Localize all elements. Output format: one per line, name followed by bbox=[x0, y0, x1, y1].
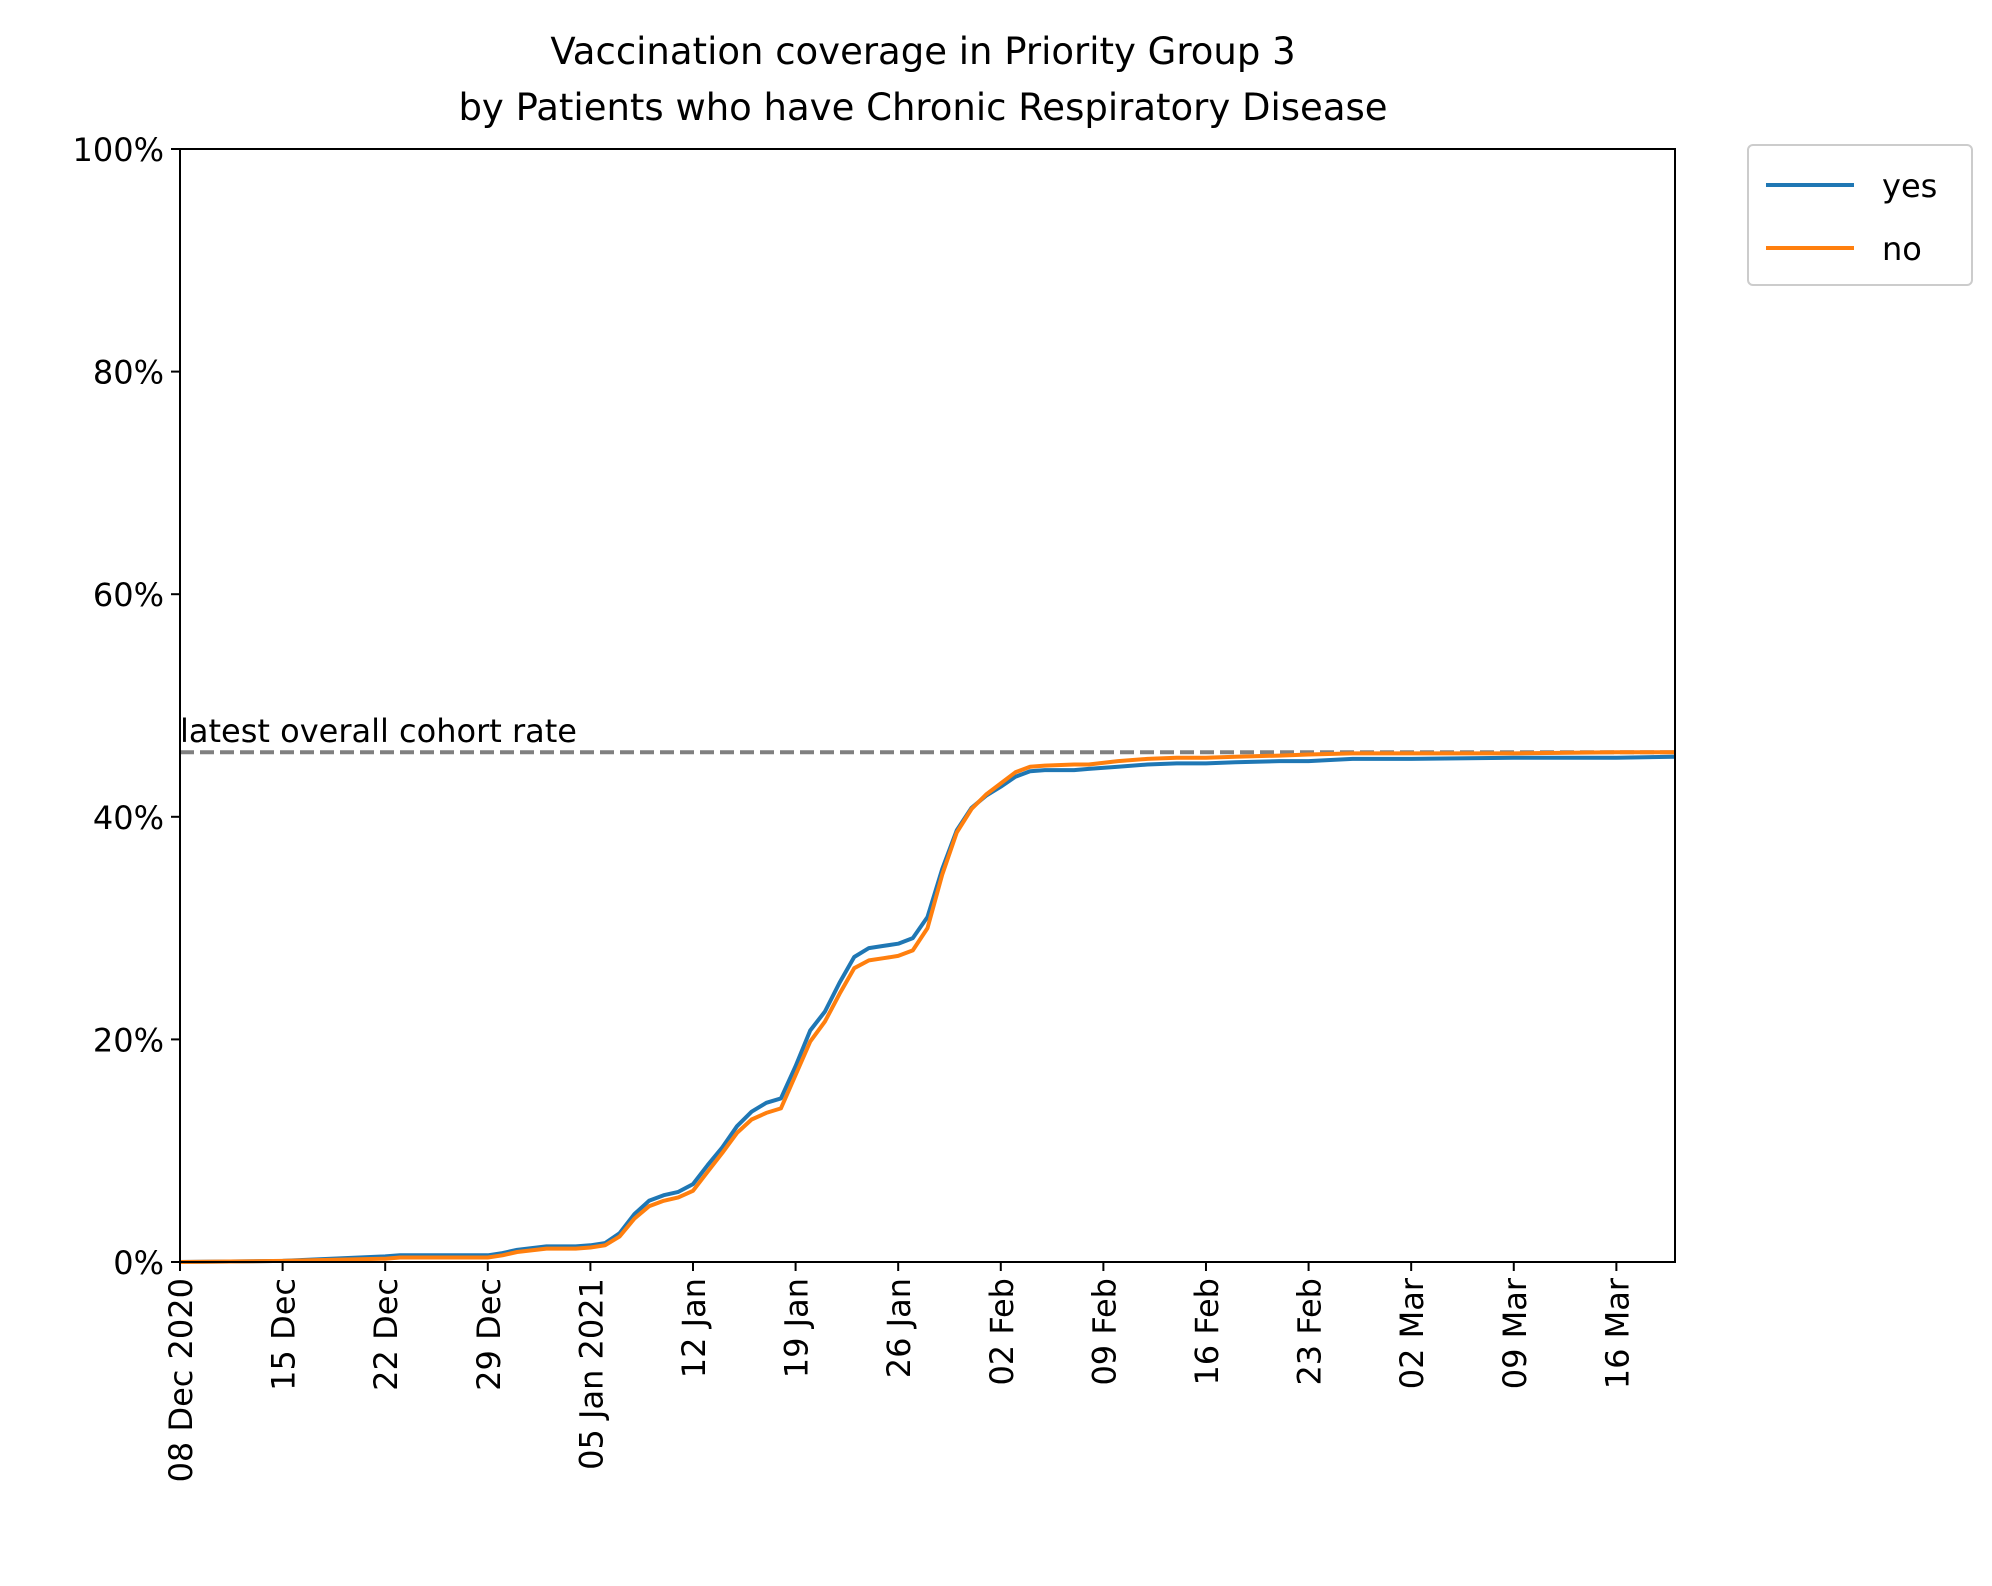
x-tick-label: 16 Feb bbox=[1188, 1278, 1226, 1386]
x-tick-label: 29 Dec bbox=[470, 1278, 508, 1391]
series-line-no bbox=[179, 750, 1675, 1264]
x-tick-label: 02 Mar bbox=[1393, 1277, 1431, 1389]
x-tick-label: 05 Jan 2021 bbox=[572, 1278, 610, 1470]
y-tick-label: 80% bbox=[93, 354, 164, 392]
x-tick-label: 09 Feb bbox=[1085, 1278, 1123, 1386]
x-tick-label: 22 Dec bbox=[367, 1278, 405, 1391]
y-tick-label: 0% bbox=[113, 1244, 164, 1282]
plot-frame bbox=[179, 148, 1676, 1263]
x-tick-label: 16 Mar bbox=[1598, 1277, 1636, 1389]
legend-box bbox=[1747, 144, 1973, 286]
x-tick-label: 23 Feb bbox=[1291, 1278, 1329, 1386]
y-tick-label: 20% bbox=[93, 1021, 164, 1059]
x-tick-label: 12 Jan bbox=[675, 1278, 713, 1378]
x-tick-label: 02 Feb bbox=[983, 1278, 1021, 1386]
x-tick-label: 26 Jan bbox=[880, 1278, 918, 1378]
chart-title-line1: Vaccination coverage in Priority Group 3 bbox=[550, 30, 1295, 73]
legend-label-yes: yes bbox=[1882, 167, 1937, 205]
reference-line-label: latest overall cohort rate bbox=[180, 712, 577, 750]
legend-label-no: no bbox=[1882, 230, 1922, 268]
x-tick-label: 15 Dec bbox=[265, 1278, 303, 1391]
y-tick-label: 60% bbox=[93, 576, 164, 614]
chart-title-line2: by Patients who have Chronic Respiratory… bbox=[458, 86, 1387, 129]
y-tick-label: 100% bbox=[73, 131, 164, 169]
y-tick-label: 40% bbox=[93, 799, 164, 837]
x-tick-label: 09 Mar bbox=[1496, 1277, 1534, 1389]
x-tick-label: 08 Dec 2020 bbox=[162, 1278, 200, 1482]
x-tick-label: 19 Jan bbox=[778, 1278, 816, 1378]
series-line-yes bbox=[179, 754, 1676, 1264]
